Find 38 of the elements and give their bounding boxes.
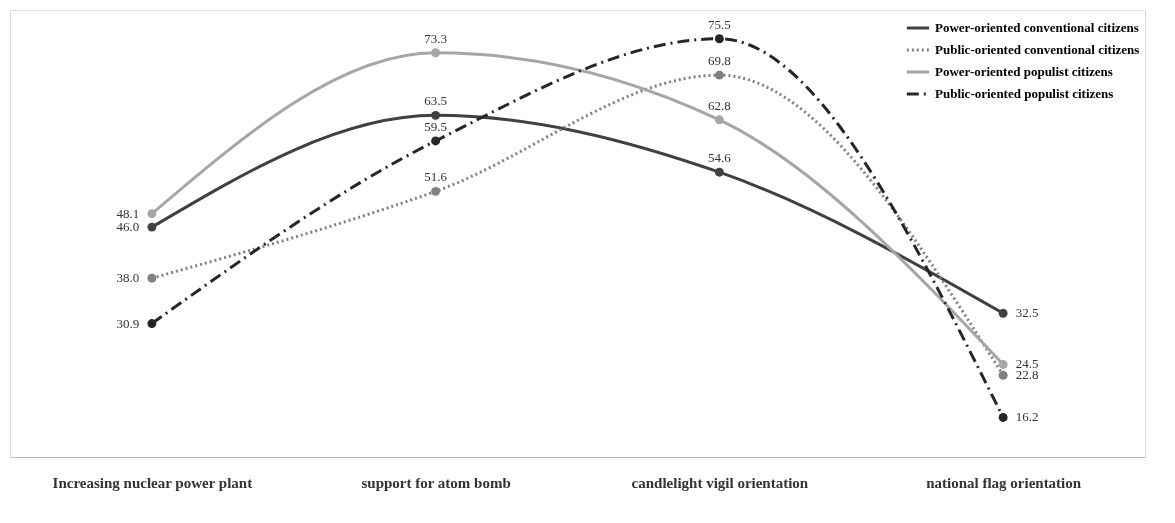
legend-label: Public-oriented conventional citizens <box>935 42 1140 57</box>
x-tick-label: Increasing nuclear power plant <box>52 474 253 491</box>
point <box>147 222 157 232</box>
data-label: 48.1 <box>116 205 140 221</box>
point <box>998 308 1008 318</box>
point <box>147 319 157 328</box>
point <box>714 167 724 177</box>
point <box>998 370 1008 380</box>
data-label: 38.0 <box>116 270 140 286</box>
point <box>998 412 1008 422</box>
point <box>431 186 441 196</box>
point <box>431 48 441 58</box>
data-label: 75.5 <box>708 16 731 32</box>
point <box>431 110 441 120</box>
point <box>714 115 724 125</box>
point <box>431 136 441 146</box>
legend-label: Public-oriented populist citizens <box>935 86 1114 101</box>
data-label: 46.0 <box>116 219 140 235</box>
point <box>147 209 157 219</box>
data-label: 51.6 <box>424 169 448 185</box>
data-label: 16.2 <box>1015 409 1039 425</box>
x-tick-label: national flag orientation <box>926 474 1082 491</box>
x-tick-label: support for atom bomb <box>361 474 511 491</box>
data-label: 54.6 <box>708 150 732 166</box>
point <box>714 34 724 44</box>
point <box>714 70 724 80</box>
legend-label: Power-oriented conventional citizens <box>935 20 1139 35</box>
data-label: 63.5 <box>424 93 447 109</box>
legend-label: Power-oriented populist citizens <box>935 64 1113 79</box>
data-label: 73.3 <box>424 30 447 46</box>
x-tick-label: candlelight vigil orientation <box>631 474 809 491</box>
point <box>998 359 1008 369</box>
point <box>147 273 157 283</box>
data-label: 59.5 <box>424 118 447 134</box>
data-label: 32.5 <box>1015 305 1039 321</box>
data-label: 30.9 <box>116 315 140 331</box>
data-label: 62.8 <box>708 97 731 113</box>
data-label: 69.8 <box>708 53 731 69</box>
